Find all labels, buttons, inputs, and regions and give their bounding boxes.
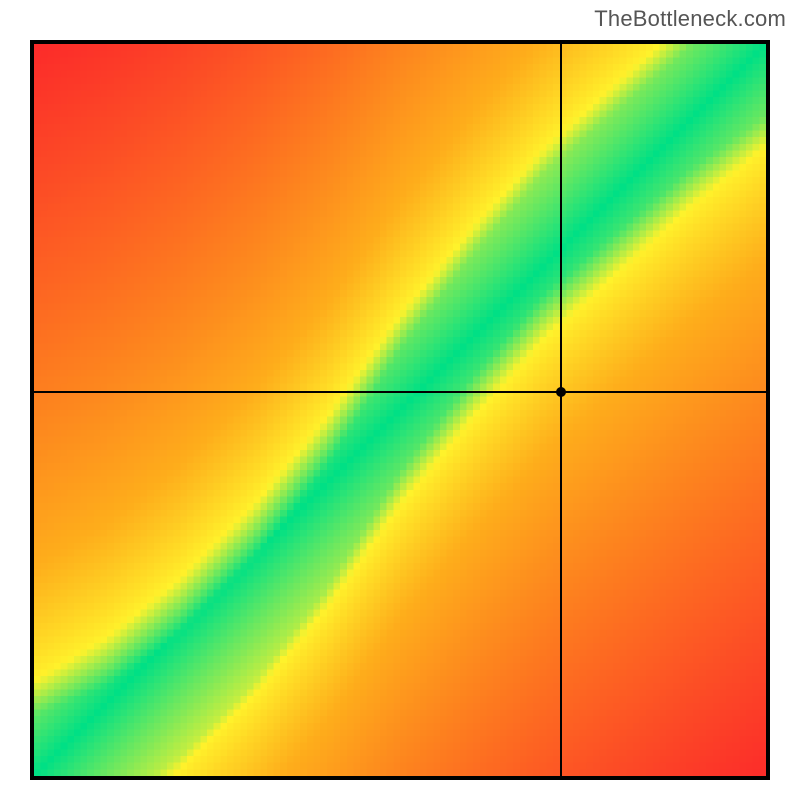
- crosshair-vertical: [560, 44, 562, 776]
- heatmap-plot: [30, 40, 770, 780]
- crosshair-point: [556, 387, 566, 397]
- figure-container: TheBottleneck.com: [0, 0, 800, 800]
- crosshair-horizontal: [34, 391, 766, 393]
- heatmap-canvas: [34, 44, 766, 776]
- watermark-text: TheBottleneck.com: [594, 6, 786, 32]
